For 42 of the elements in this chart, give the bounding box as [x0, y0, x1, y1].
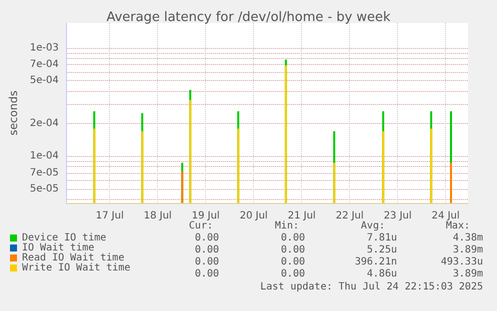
text: 0.00 — [280, 232, 305, 244]
y-axis-title: seconds — [7, 90, 20, 136]
y-tick-label: 7e-05 — [30, 168, 59, 179]
y-tick-label: 2e-04 — [30, 118, 59, 130]
legend-label: Device IO time — [22, 232, 106, 244]
x-tick-label: 21 Jul — [288, 210, 316, 222]
x-tick-label: 22 Jul — [336, 210, 364, 222]
text: Avg: — [360, 220, 385, 232]
legend-label: IO Wait time — [22, 242, 94, 254]
text: 0.00 — [280, 244, 305, 256]
text: 0.00 — [194, 268, 219, 280]
text: 0.00 — [280, 268, 305, 280]
y-tick-label: 5e-05 — [30, 183, 59, 194]
chart-title: Average latency for /dev/ol/home - by week — [106, 10, 392, 25]
text: 4.86u — [366, 268, 397, 280]
text: Last update: Thu Jul 24 22:15:03 2025 — [260, 282, 483, 292]
text: 0.00 — [194, 256, 219, 268]
text: 396.21n — [354, 256, 397, 268]
text: 493.33u — [440, 256, 483, 268]
text: Cur: — [188, 220, 213, 232]
text: Min: — [274, 220, 299, 232]
text: 5.25u — [366, 244, 397, 256]
text: 4.38m — [452, 232, 483, 244]
text: 7.81u — [366, 232, 397, 244]
text: 0.00 — [194, 244, 219, 256]
text: 3.89m — [452, 244, 483, 256]
text: 0.00 — [194, 232, 219, 244]
x-tick-label: 23 Jul — [384, 210, 412, 222]
legend-label: Write IO Wait time — [22, 262, 130, 274]
y-tick-label: 1e-04 — [30, 150, 59, 162]
x-tick-label: 19 Jul — [192, 210, 220, 222]
text: 0.00 — [280, 256, 305, 268]
y-tick-label: 1e-03 — [30, 42, 59, 54]
text: 3.89m — [452, 268, 483, 280]
text: Max: — [446, 220, 470, 232]
x-tick-label: 20 Jul — [240, 210, 268, 222]
y-tick-label: 7e-04 — [30, 59, 59, 70]
x-tick-label: 18 Jul — [144, 210, 172, 222]
x-tick-label: 24 Jul — [432, 210, 460, 222]
legend-label: Read IO Wait time — [22, 252, 124, 264]
y-tick-label: 5e-04 — [30, 75, 59, 86]
x-tick-label: 17 Jul — [96, 210, 124, 222]
